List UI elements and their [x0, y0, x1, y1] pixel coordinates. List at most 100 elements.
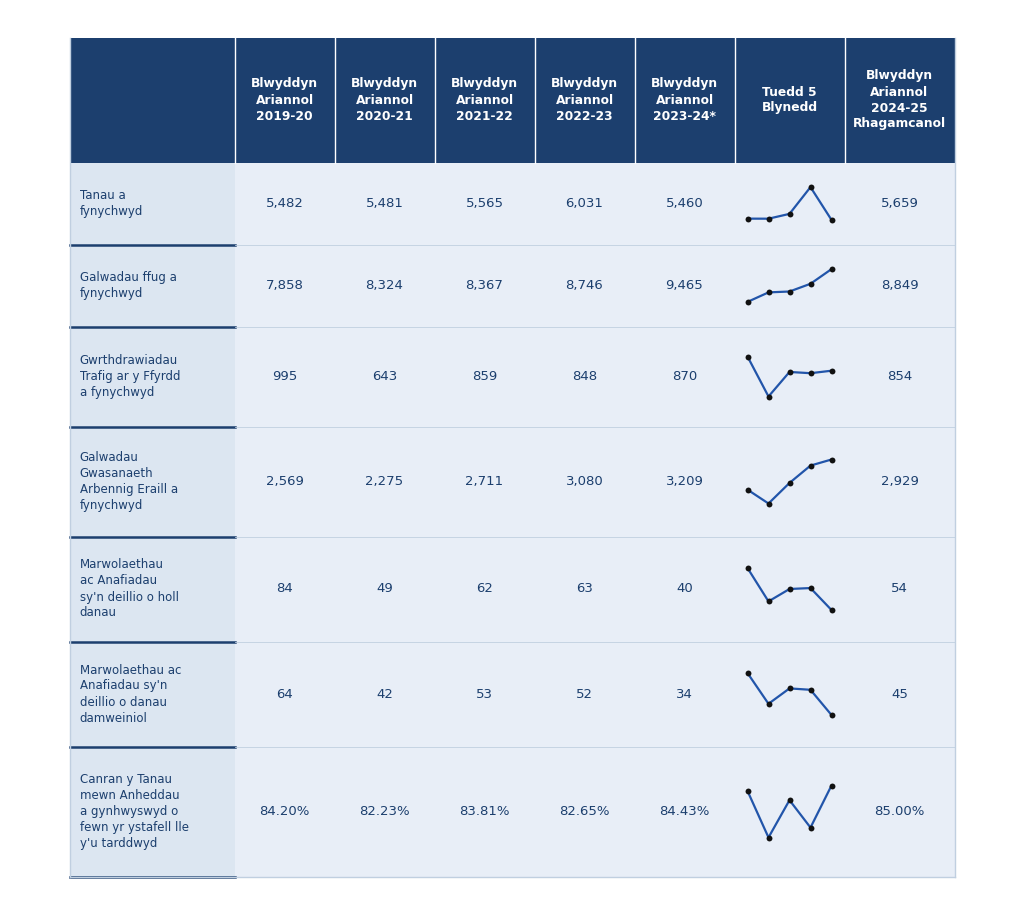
- Bar: [434, 427, 535, 537]
- Bar: [845, 245, 954, 326]
- Text: Marwolaethau
ac Anafiadau
sy'n deillio o holl
danau: Marwolaethau ac Anafiadau sy'n deillio o…: [80, 558, 178, 620]
- Text: 9,465: 9,465: [666, 279, 703, 292]
- Bar: [535, 747, 635, 877]
- Bar: [434, 642, 535, 747]
- Bar: [234, 747, 335, 877]
- Bar: [635, 37, 734, 163]
- Text: 7,858: 7,858: [265, 279, 303, 292]
- Bar: [434, 163, 535, 245]
- Bar: [335, 245, 434, 326]
- Bar: [734, 37, 845, 163]
- Text: 53: 53: [476, 687, 493, 700]
- Text: 3,080: 3,080: [565, 475, 603, 488]
- Text: 2,569: 2,569: [265, 475, 303, 488]
- Text: 5,481: 5,481: [366, 197, 403, 210]
- Text: 643: 643: [372, 370, 397, 383]
- Text: 84.20%: 84.20%: [259, 805, 309, 818]
- Bar: [845, 326, 954, 427]
- Text: 5,659: 5,659: [881, 197, 919, 210]
- Text: 64: 64: [276, 687, 293, 700]
- Bar: [70, 427, 234, 537]
- Bar: [234, 642, 335, 747]
- Text: Blwyddyn
Ariannol
2019-20: Blwyddyn Ariannol 2019-20: [251, 78, 318, 122]
- Bar: [845, 747, 954, 877]
- Bar: [535, 245, 635, 326]
- Bar: [234, 245, 335, 326]
- Text: Galwadau
Gwasanaeth
Arbennig Eraill a
fynychwyd: Galwadau Gwasanaeth Arbennig Eraill a fy…: [80, 451, 177, 512]
- Text: Gwrthdrawiadau
Trafig ar y Ffyrdd
a fynychwyd: Gwrthdrawiadau Trafig ar y Ffyrdd a fyny…: [80, 354, 180, 399]
- Bar: [335, 326, 434, 427]
- Bar: [234, 427, 335, 537]
- Text: Tanau a
fynychwyd: Tanau a fynychwyd: [80, 189, 143, 218]
- Text: 84: 84: [276, 582, 293, 596]
- Bar: [734, 245, 845, 326]
- Text: Blwyddyn
Ariannol
2023-24*: Blwyddyn Ariannol 2023-24*: [651, 78, 718, 122]
- Bar: [845, 537, 954, 642]
- Bar: [734, 747, 845, 877]
- Text: 45: 45: [891, 687, 908, 700]
- Bar: [70, 642, 234, 747]
- Bar: [70, 163, 234, 245]
- Text: 870: 870: [672, 370, 697, 383]
- Bar: [335, 37, 434, 163]
- Bar: [635, 747, 734, 877]
- Bar: [635, 537, 734, 642]
- Text: 82.23%: 82.23%: [359, 805, 410, 818]
- Text: 54: 54: [891, 582, 908, 596]
- Bar: [845, 163, 954, 245]
- Bar: [535, 326, 635, 427]
- Bar: [70, 326, 234, 427]
- Bar: [845, 427, 954, 537]
- Bar: [434, 37, 535, 163]
- Bar: [734, 537, 845, 642]
- Bar: [845, 37, 954, 163]
- Bar: [635, 427, 734, 537]
- Bar: [635, 642, 734, 747]
- Bar: [70, 537, 234, 642]
- Text: Blwyddyn
Ariannol
2024-25
Rhagamcanol: Blwyddyn Ariannol 2024-25 Rhagamcanol: [853, 69, 946, 131]
- Text: 5,565: 5,565: [466, 197, 504, 210]
- Bar: [734, 163, 845, 245]
- Text: 3,209: 3,209: [666, 475, 703, 488]
- Bar: [434, 537, 535, 642]
- Bar: [335, 163, 434, 245]
- Text: 6,031: 6,031: [565, 197, 603, 210]
- Text: Galwadau ffug a
fynychwyd: Galwadau ffug a fynychwyd: [80, 271, 176, 300]
- Text: 5,460: 5,460: [666, 197, 703, 210]
- Bar: [635, 326, 734, 427]
- Bar: [434, 245, 535, 326]
- Bar: [734, 326, 845, 427]
- Bar: [845, 642, 954, 747]
- Text: 8,324: 8,324: [366, 279, 403, 292]
- Text: 8,367: 8,367: [466, 279, 504, 292]
- Text: 2,275: 2,275: [366, 475, 403, 488]
- Text: 82.65%: 82.65%: [559, 805, 609, 818]
- Text: Blwyddyn
Ariannol
2020-21: Blwyddyn Ariannol 2020-21: [351, 78, 418, 122]
- Text: Blwyddyn
Ariannol
2022-23: Blwyddyn Ariannol 2022-23: [551, 78, 618, 122]
- Bar: [234, 37, 335, 163]
- Bar: [335, 537, 434, 642]
- Bar: [335, 747, 434, 877]
- Bar: [535, 427, 635, 537]
- Bar: [335, 642, 434, 747]
- Text: 85.00%: 85.00%: [874, 805, 925, 818]
- Bar: [70, 37, 234, 163]
- Text: 42: 42: [376, 687, 393, 700]
- Bar: [635, 163, 734, 245]
- Bar: [70, 747, 234, 877]
- Bar: [234, 326, 335, 427]
- Text: 5,482: 5,482: [265, 197, 303, 210]
- Text: Marwolaethau ac
Anafiadau sy'n
deillio o danau
damweiniol: Marwolaethau ac Anafiadau sy'n deillio o…: [80, 664, 181, 725]
- Bar: [734, 642, 845, 747]
- Bar: [535, 642, 635, 747]
- Text: 8,746: 8,746: [565, 279, 603, 292]
- Bar: [70, 245, 234, 326]
- Text: Canran y Tanau
mewn Anheddau
a gynhwyswyd o
fewn yr ystafell lle
y'u tarddwyd: Canran y Tanau mewn Anheddau a gynhwyswy…: [80, 773, 188, 850]
- Bar: [335, 427, 434, 537]
- Text: Blwyddyn
Ariannol
2021-22: Blwyddyn Ariannol 2021-22: [451, 78, 518, 122]
- Bar: [635, 245, 734, 326]
- Bar: [535, 537, 635, 642]
- Text: 848: 848: [572, 370, 597, 383]
- Text: 63: 63: [577, 582, 593, 596]
- Bar: [535, 37, 635, 163]
